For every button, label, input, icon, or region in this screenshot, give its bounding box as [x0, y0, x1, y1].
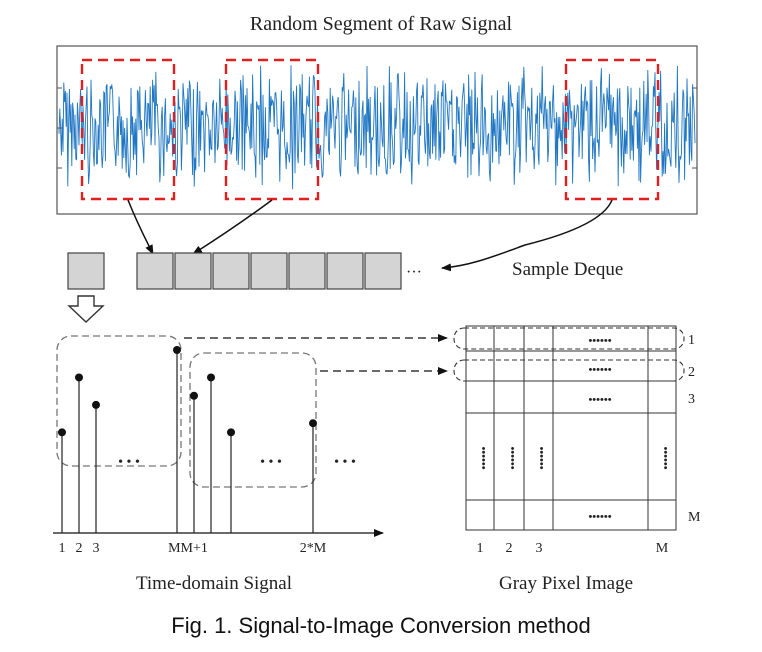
stem-ellipsis-1: • • •: [118, 455, 140, 470]
signal-axis-ticks: [57, 87, 697, 169]
row-1-highlight: [453, 327, 685, 350]
deque-cell: [288, 252, 326, 290]
arrow-segment-3-to-deque: [441, 199, 613, 272]
row-label-3: 3: [688, 392, 695, 407]
deque-cell: [136, 252, 174, 290]
window-box-2: [189, 352, 317, 488]
stem-dot: [309, 419, 317, 428]
col-label-3: 3: [536, 541, 543, 556]
tick-label-m-m1: MM+1: [168, 541, 208, 556]
grid-dots-col-3: ••••••: [535, 446, 547, 469]
deque-label: Sample Deque: [512, 259, 623, 280]
highlight-box-2: [224, 58, 320, 201]
grid-dots-col-2: ••••••: [506, 446, 518, 469]
stem-dot: [58, 428, 66, 437]
col-label-1: 1: [477, 541, 484, 556]
highlight-box-1: [80, 58, 176, 201]
deque-cell: [212, 252, 250, 290]
gray-pixel-grid: [465, 325, 677, 531]
stem-dot: [173, 346, 181, 354]
figure-caption: Fig. 1. Signal-to-Image Conversion metho…: [171, 613, 590, 638]
stem-dot: [207, 373, 215, 382]
down-arrow-icon: [67, 295, 105, 323]
arrow-segment-1-to-deque: [127, 199, 154, 255]
stem-dot: [227, 428, 235, 437]
raw-signal-waveform: [58, 65, 696, 190]
col-label-2: 2: [506, 541, 513, 556]
deque-cell: [174, 252, 212, 290]
highlight-box-3: [564, 58, 660, 201]
row-label-1: 1: [688, 333, 695, 348]
time-domain-label: Time-domain Signal: [136, 573, 292, 594]
grid-dots-row-2: ••••••: [588, 364, 611, 376]
deque-cell: [364, 252, 402, 290]
deque-popped-cell: [67, 252, 105, 290]
stem-dot: [190, 391, 198, 400]
stem-ellipsis-3: • • •: [334, 455, 356, 470]
grid-dots-row-m: ••••••: [588, 511, 611, 523]
stem-dot: [75, 373, 83, 382]
row-label-m: M: [688, 510, 701, 525]
grid-dots-row-1: ••••••: [588, 335, 611, 347]
tick-label-1: 1: [59, 541, 66, 556]
arrow-segment-2-to-deque: [192, 199, 273, 255]
deque-ellipsis: ···: [406, 264, 422, 281]
stem-dot: [92, 400, 100, 409]
gray-image-label: Gray Pixel Image: [499, 573, 633, 594]
sample-deque: [67, 252, 402, 290]
stem-plot: [58, 346, 317, 533]
deque-cell: [250, 252, 288, 290]
grid-dots-col-m: ••••••: [659, 446, 671, 469]
row-2-highlight: [453, 359, 685, 382]
row-label-2: 2: [688, 365, 695, 380]
stem-ellipsis-2: • • •: [260, 455, 282, 470]
signal-title: Random Segment of Raw Signal: [250, 13, 513, 35]
col-label-m: M: [656, 541, 669, 556]
grid-dots-col-1: ••••••: [477, 446, 489, 469]
grid-dots-row-3: ••••••: [588, 394, 611, 406]
tick-label-3: 3: [93, 541, 100, 556]
tick-label-2m: 2*M: [300, 541, 327, 556]
tick-label-2: 2: [76, 541, 83, 556]
deque-cell: [326, 252, 364, 290]
window-box-1: [56, 335, 182, 467]
